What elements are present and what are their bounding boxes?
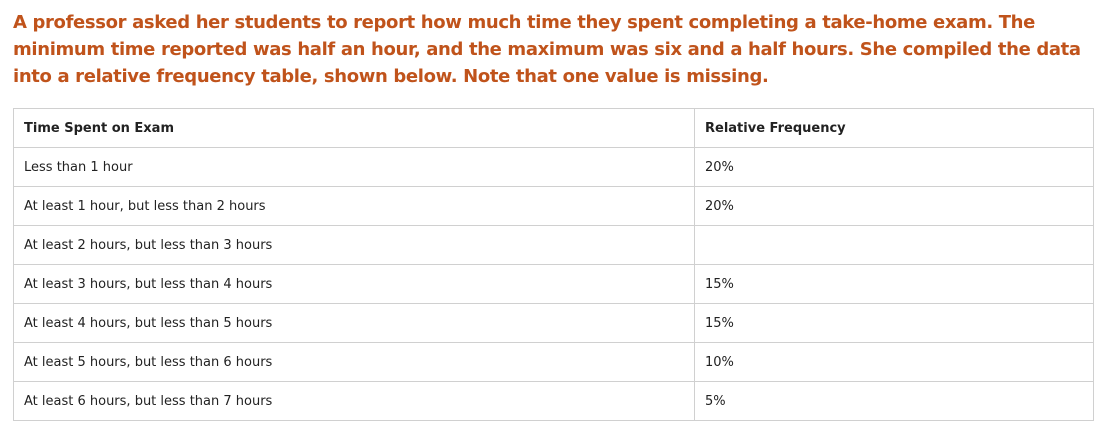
- relative-frequency-cell: 15%: [694, 303, 1094, 343]
- relative-frequency-cell: 20%: [694, 186, 1094, 226]
- table-row: At least 5 hours, but less than 6 hours …: [13, 342, 1094, 382]
- table-row: At least 6 hours, but less than 7 hours …: [13, 381, 1094, 421]
- relative-frequency-cell-missing: [694, 225, 1094, 265]
- problem-statement: A professor asked her students to report…: [13, 12, 1081, 87]
- table-row: At least 1 hour, but less than 2 hours 2…: [13, 186, 1094, 226]
- relative-frequency-table: Time Spent on Exam Relative Frequency Le…: [13, 108, 1094, 421]
- time-range-cell: At least 6 hours, but less than 7 hours: [13, 381, 695, 421]
- time-range-cell: At least 5 hours, but less than 6 hours: [13, 342, 695, 382]
- table-row: Less than 1 hour 20%: [13, 147, 1094, 187]
- column-header-time-spent: Time Spent on Exam: [13, 108, 695, 148]
- time-range-cell: Less than 1 hour: [13, 147, 695, 187]
- column-header-relative-frequency: Relative Frequency: [694, 108, 1094, 148]
- time-range-cell: At least 3 hours, but less than 4 hours: [13, 264, 695, 304]
- time-range-cell: At least 4 hours, but less than 5 hours: [13, 303, 695, 343]
- relative-frequency-cell: 15%: [694, 264, 1094, 304]
- table-header-row: Time Spent on Exam Relative Frequency: [13, 108, 1094, 148]
- time-range-cell: At least 2 hours, but less than 3 hours: [13, 225, 695, 265]
- table-row: At least 4 hours, but less than 5 hours …: [13, 303, 1094, 343]
- relative-frequency-cell: 10%: [694, 342, 1094, 382]
- relative-frequency-cell: 20%: [694, 147, 1094, 187]
- relative-frequency-cell: 5%: [694, 381, 1094, 421]
- table-row: At least 2 hours, but less than 3 hours: [13, 225, 1094, 265]
- time-range-cell: At least 1 hour, but less than 2 hours: [13, 186, 695, 226]
- table-row: At least 3 hours, but less than 4 hours …: [13, 264, 1094, 304]
